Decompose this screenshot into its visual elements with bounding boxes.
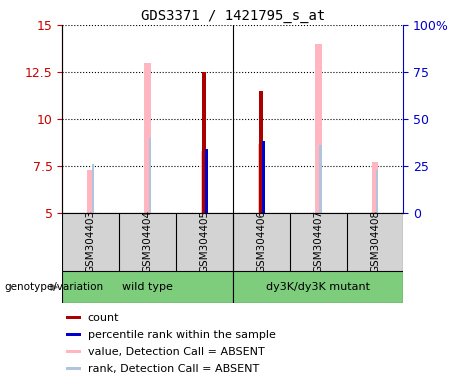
Text: GSM304405: GSM304405	[199, 210, 209, 273]
Text: GSM304407: GSM304407	[313, 210, 323, 273]
Text: dy3K/dy3K mutant: dy3K/dy3K mutant	[266, 282, 370, 292]
Bar	[376, 170, 378, 213]
Text: percentile rank within the sample: percentile rank within the sample	[88, 330, 276, 340]
Text: rank, Detection Call = ABSENT: rank, Detection Call = ABSENT	[88, 364, 259, 374]
Bar	[144, 63, 151, 213]
Bar	[202, 72, 207, 213]
Text: GSM304406: GSM304406	[256, 210, 266, 273]
Bar	[259, 91, 263, 213]
Text: genotype/variation: genotype/variation	[5, 282, 104, 292]
Text: GSM304403: GSM304403	[86, 210, 96, 273]
Bar	[92, 164, 94, 213]
Bar	[65, 367, 81, 371]
Bar	[205, 149, 208, 213]
Bar	[315, 44, 321, 213]
Bar	[233, 271, 403, 303]
Bar	[87, 170, 94, 213]
Text: count: count	[88, 313, 119, 323]
Title: GDS3371 / 1421795_s_at: GDS3371 / 1421795_s_at	[141, 8, 325, 23]
Bar	[262, 141, 265, 213]
Bar	[201, 151, 208, 213]
Bar	[65, 350, 81, 353]
Bar	[62, 271, 233, 303]
Bar	[258, 144, 265, 213]
Text: GSM304408: GSM304408	[370, 210, 380, 273]
Bar	[65, 333, 81, 336]
Bar	[148, 138, 151, 213]
Bar	[319, 146, 321, 213]
Text: GSM304404: GSM304404	[142, 210, 153, 273]
Bar	[372, 162, 378, 213]
Text: wild type: wild type	[122, 282, 173, 292]
Bar	[65, 316, 81, 319]
Text: value, Detection Call = ABSENT: value, Detection Call = ABSENT	[88, 347, 265, 357]
